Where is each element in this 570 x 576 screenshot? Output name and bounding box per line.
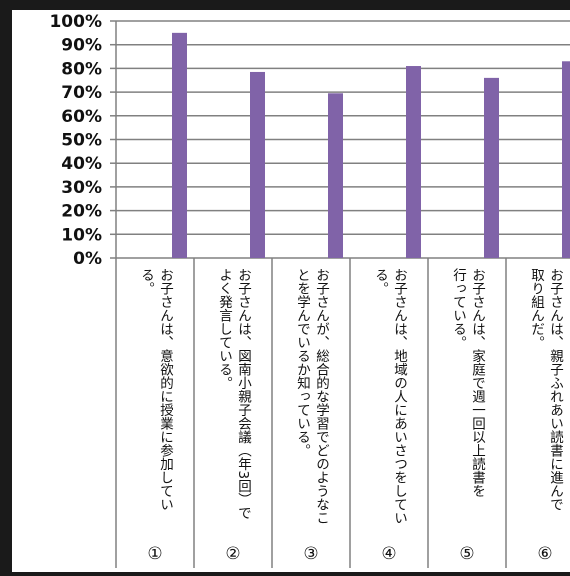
chart-panel: 0% 10% 20% 30% 40% 50% 60% 70% 80% 90% 100% お子さんは、… bbox=[12, 10, 570, 572]
y-tick-label: 100% bbox=[49, 12, 102, 32]
bar bbox=[484, 78, 499, 258]
y-tick-label: 0% bbox=[73, 249, 102, 269]
bar bbox=[406, 66, 421, 258]
category-number-label: ① bbox=[135, 544, 175, 564]
x-tick-label: お子さんは、意欲的に授業に参加してい る。 bbox=[136, 268, 174, 536]
category-number-label: ③ bbox=[291, 544, 331, 564]
bar bbox=[172, 33, 187, 258]
y-tick-label: 30% bbox=[61, 178, 102, 198]
y-tick-label: 40% bbox=[61, 154, 102, 174]
category-number-label: ④ bbox=[369, 544, 409, 564]
y-tick-label: 80% bbox=[61, 59, 102, 79]
bar bbox=[250, 72, 265, 258]
x-tick-label: お子さんが、総合的な学習でどのようなこ とを学んでいるか知っている。 bbox=[292, 268, 330, 536]
y-tick-label: 70% bbox=[61, 83, 102, 103]
x-tick-label: お子さんは、図南小親子会議（年3回）で よく発言している。 bbox=[214, 268, 252, 536]
y-tick-label: 10% bbox=[61, 225, 102, 245]
x-tick-label: お子さんは、地域の人にあいさつをしてい る。 bbox=[370, 268, 408, 536]
y-tick-label: 50% bbox=[61, 131, 102, 151]
category-number-label: ⑤ bbox=[447, 544, 487, 564]
bar bbox=[562, 61, 570, 258]
bar-chart: 0% 10% 20% 30% 40% 50% 60% 70% 80% 90% 100% bbox=[12, 10, 570, 572]
x-tick-label: お子さんは、家庭で週一回以上読書を 行っている。 bbox=[448, 268, 486, 536]
y-tick-label: 60% bbox=[61, 107, 102, 127]
category-number-label: ② bbox=[213, 544, 253, 564]
y-tick-label: 20% bbox=[61, 202, 102, 222]
bar bbox=[328, 93, 343, 258]
x-tick-label: お子さんは、親子ふれあい読書に進んで 取り組んだ。 bbox=[526, 268, 564, 536]
category-number-label: ⑥ bbox=[525, 544, 565, 564]
y-tick-label: 90% bbox=[61, 36, 102, 56]
